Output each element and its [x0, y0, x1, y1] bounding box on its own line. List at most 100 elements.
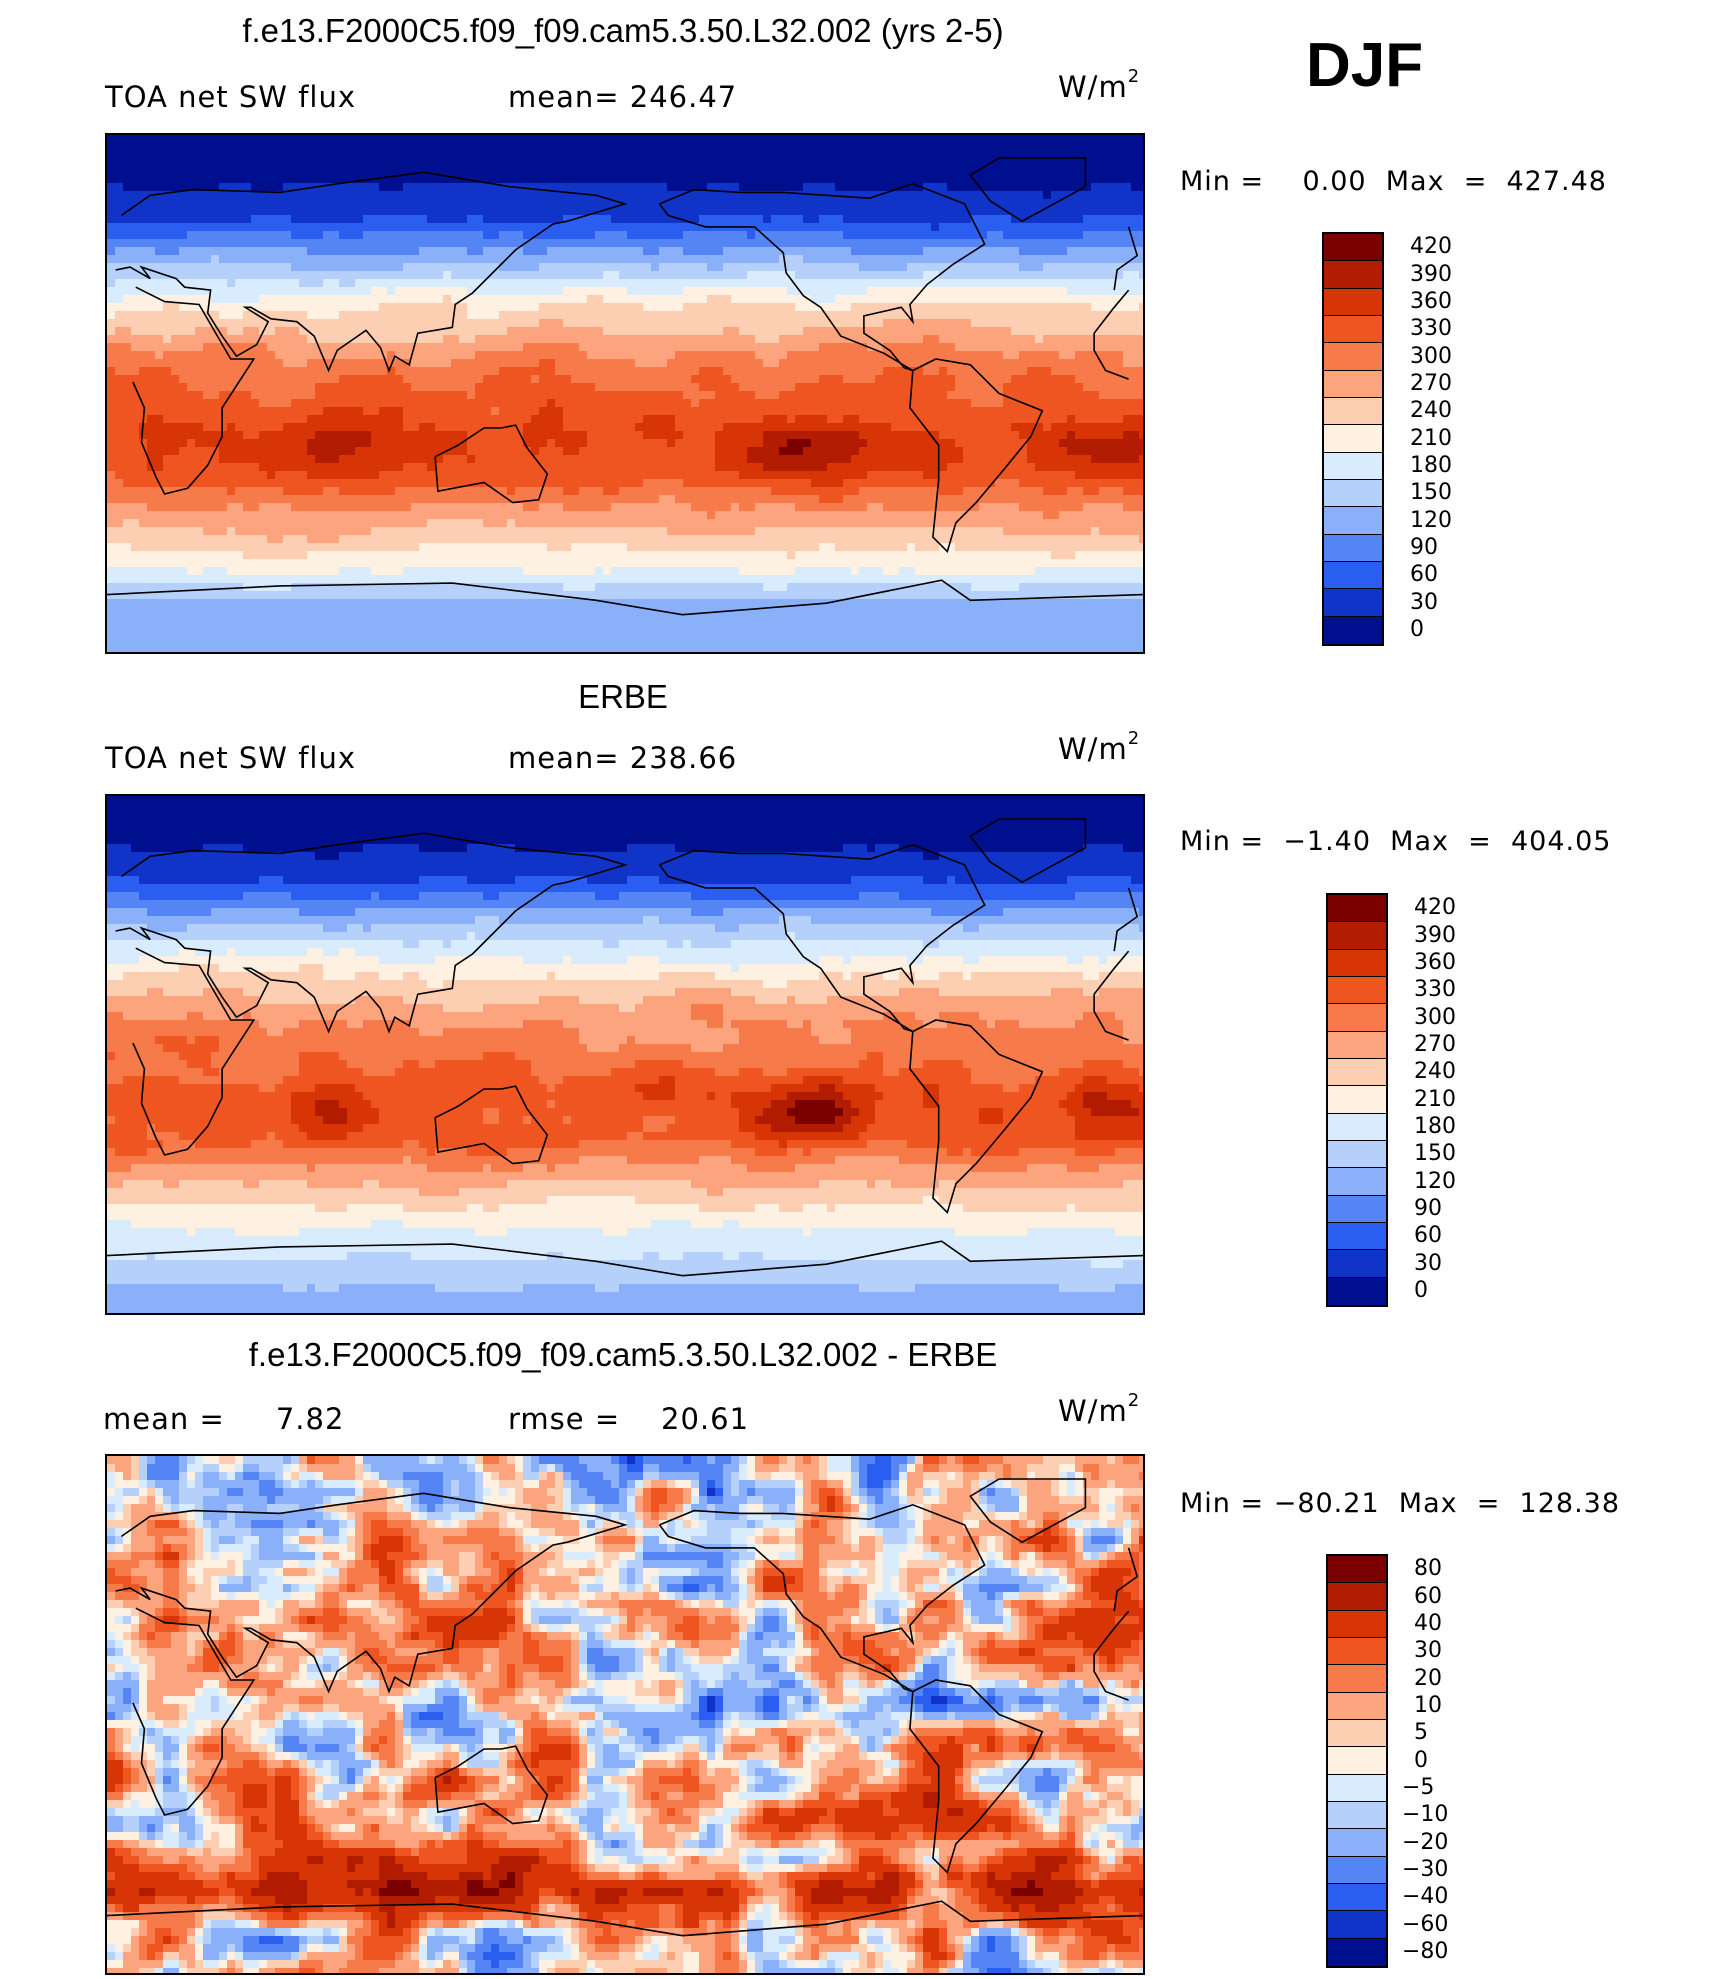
- field-cell: [707, 191, 716, 200]
- field-cell: [419, 223, 428, 232]
- field-cell: [971, 327, 980, 336]
- field-cell: [611, 415, 620, 424]
- field-cell: [515, 135, 524, 144]
- field-cell: [571, 151, 580, 160]
- field-cell: [979, 383, 988, 392]
- field-cell: [595, 319, 604, 328]
- field-cell: [115, 375, 124, 384]
- field-cell: [267, 391, 276, 400]
- field-cell: [675, 223, 684, 232]
- field-cell: [915, 367, 924, 376]
- field-cell: [467, 231, 476, 240]
- field-cell: [387, 407, 396, 416]
- field-cell: [1051, 271, 1060, 280]
- field-cell: [739, 351, 748, 360]
- field-cell: [827, 151, 836, 160]
- field-cell: [555, 215, 564, 224]
- field-cell: [443, 135, 452, 144]
- field-cell: [579, 279, 588, 288]
- field-cell: [323, 399, 332, 408]
- field-cell: [803, 367, 812, 376]
- field-cell: [115, 207, 124, 216]
- field-cell: [635, 191, 644, 200]
- field-cell: [755, 159, 764, 168]
- field-cell: [139, 239, 148, 248]
- field-cell: [1067, 151, 1076, 160]
- field-cell: [467, 311, 476, 320]
- field-cell: [1123, 367, 1132, 376]
- field-cell: [1123, 135, 1132, 144]
- field-cell: [611, 351, 620, 360]
- field-cell: [883, 191, 892, 200]
- field-cell: [731, 303, 740, 312]
- field-cell: [363, 167, 372, 176]
- field-cell: [227, 143, 236, 152]
- field-cell: [651, 255, 660, 264]
- field-cell: [211, 431, 220, 440]
- field-cell: [1091, 367, 1100, 376]
- field-cell: [1067, 359, 1076, 368]
- field-cell: [1067, 207, 1076, 216]
- field-cell: [731, 431, 740, 440]
- field-cell: [955, 367, 964, 376]
- field-cell: [1003, 255, 1012, 264]
- field-cell: [659, 335, 668, 344]
- field-cell: [603, 247, 612, 256]
- field-cell: [195, 287, 204, 296]
- field-cell: [243, 167, 252, 176]
- field-cell: [859, 343, 868, 352]
- field-cell: [563, 399, 572, 408]
- field-cell: [675, 263, 684, 272]
- field-cell: [963, 207, 972, 216]
- field-cell: [523, 335, 532, 344]
- field-cell: [779, 151, 788, 160]
- field-cell: [635, 407, 644, 416]
- field-cell: [195, 151, 204, 160]
- field-cell: [899, 327, 908, 336]
- field-cell: [347, 311, 356, 320]
- field-cell: [355, 207, 364, 216]
- field-cell: [667, 255, 676, 264]
- field-cell: [411, 207, 420, 216]
- field-cell: [459, 351, 468, 360]
- field-cell: [611, 343, 620, 352]
- field-cell: [115, 287, 124, 296]
- field-cell: [979, 287, 988, 296]
- field-cell: [835, 335, 844, 344]
- field-cell: [387, 303, 396, 312]
- field-cell: [771, 167, 780, 176]
- field-cell: [603, 191, 612, 200]
- field-cell: [251, 199, 260, 208]
- field-cell: [307, 151, 316, 160]
- field-cell: [995, 151, 1004, 160]
- field-cell: [499, 151, 508, 160]
- field-cell: [379, 303, 388, 312]
- field-cell: [619, 343, 628, 352]
- field-cell: [1123, 223, 1132, 232]
- field-cell: [1059, 159, 1068, 168]
- field-cell: [1003, 367, 1012, 376]
- field-cell: [219, 367, 228, 376]
- field-cell: [443, 375, 452, 384]
- field-cell: [435, 263, 444, 272]
- field-cell: [699, 223, 708, 232]
- field-cell: [843, 383, 852, 392]
- field-cell: [195, 255, 204, 264]
- field-cell: [259, 135, 268, 144]
- field-cell: [715, 175, 724, 184]
- field-cell: [995, 287, 1004, 296]
- field-cell: [915, 359, 924, 368]
- field-cell: [931, 287, 940, 296]
- field-cell: [1115, 343, 1124, 352]
- field-cell: [867, 143, 876, 152]
- field-cell: [339, 167, 348, 176]
- field-cell: [411, 135, 420, 144]
- field-cell: [331, 407, 340, 416]
- field-cell: [547, 239, 556, 248]
- field-cell: [203, 143, 212, 152]
- field-cell: [171, 335, 180, 344]
- field-cell: [907, 151, 916, 160]
- field-cell: [939, 399, 948, 408]
- field-cell: [195, 199, 204, 208]
- field-cell: [1091, 135, 1100, 144]
